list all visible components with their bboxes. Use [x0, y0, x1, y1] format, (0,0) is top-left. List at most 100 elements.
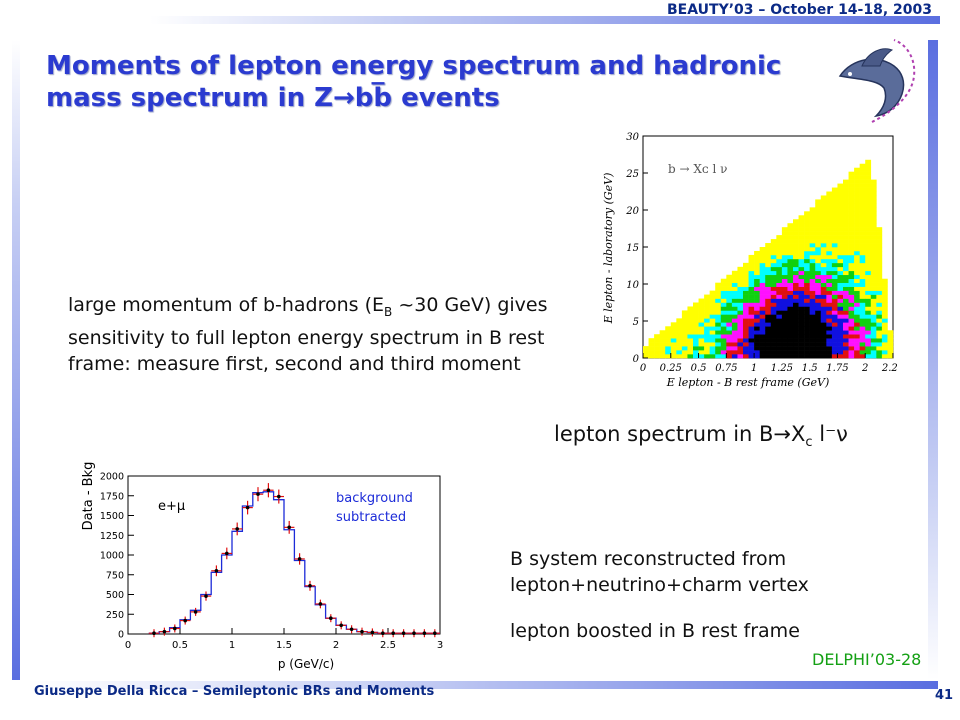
heatmap-cell	[787, 231, 794, 236]
heatmap-ytick-label: 0	[633, 354, 640, 365]
heatmap-cell	[876, 318, 883, 323]
heatmap-cell	[804, 262, 810, 268]
heatmap-cell	[837, 302, 844, 307]
heatmap-cell	[820, 326, 827, 331]
heatmap-cell	[748, 278, 755, 283]
heatmap-cell	[770, 322, 777, 327]
heatmap-cell	[659, 342, 666, 347]
heatmap-cell	[826, 298, 833, 303]
heatmap-cell	[793, 302, 799, 307]
heatmap-cell	[870, 274, 877, 280]
heatmap-cell	[870, 354, 877, 359]
heatmap-cell	[859, 310, 866, 315]
heatmap-cell	[776, 298, 783, 303]
heatmap-cell	[854, 334, 860, 339]
heatmap-cell	[831, 290, 838, 295]
annotation-line-2: subtracted	[336, 510, 406, 525]
heatmap-cell	[759, 330, 766, 335]
heatmap-cell	[820, 258, 827, 264]
heatmap-cell	[809, 278, 816, 283]
heatmap-cell	[865, 195, 872, 200]
heatmap-cell	[881, 330, 888, 335]
heatmap-cell	[726, 334, 733, 339]
heatmap-cell	[698, 350, 705, 355]
heatmap-cell	[681, 346, 688, 351]
heatmap-cell	[820, 219, 827, 224]
heatmap-cell	[859, 207, 866, 212]
histogram-xtick-label: 1	[229, 640, 235, 651]
heatmap-cell	[859, 326, 866, 331]
heatmap-cell	[643, 346, 649, 351]
heatmap-cell	[804, 318, 810, 323]
heatmap-cell	[687, 342, 694, 347]
heatmap-cell	[754, 274, 760, 280]
heatmap-cell	[826, 282, 833, 287]
heatmap-xtick-label: 0.75	[715, 363, 737, 374]
heatmap-cell	[854, 179, 860, 184]
heatmap-cell	[787, 274, 794, 280]
heatmap-cell	[843, 243, 849, 248]
heatmap-cell	[759, 310, 766, 315]
heatmap-cell	[820, 195, 827, 200]
heatmap-cell	[837, 235, 844, 240]
heatmap-cell	[854, 239, 860, 244]
heatmap-cell	[665, 346, 672, 351]
heatmap-xtick-label: 2.25	[881, 363, 898, 374]
heatmap-cell	[865, 302, 872, 307]
heatmap-cell	[876, 342, 883, 347]
heatmap-cell	[843, 330, 849, 335]
heatmap-cell	[787, 286, 794, 291]
heatmap-cell	[793, 306, 799, 311]
heatmap-cell	[854, 294, 860, 299]
heatmap-cell	[754, 310, 760, 315]
heatmap-cell	[859, 266, 866, 272]
heatmap-cell	[826, 326, 833, 331]
heatmap-cell	[815, 346, 822, 351]
heatmap-cell	[693, 322, 699, 327]
heatmap-cell	[831, 262, 838, 268]
heatmap-cell	[798, 227, 805, 232]
heatmap-cell	[704, 298, 710, 303]
heatmap-cell	[776, 346, 783, 351]
heatmap-cell	[731, 286, 738, 291]
heatmap-cell	[859, 183, 866, 188]
histogram-ytick-label: 1500	[100, 511, 124, 522]
heatmap-cell	[781, 286, 788, 291]
heatmap-cell	[815, 294, 822, 299]
heatmap-cell	[687, 334, 694, 339]
heatmap-cell	[809, 310, 816, 315]
histogram-ytick-label: 2000	[100, 472, 124, 483]
heatmap-cell	[831, 211, 838, 216]
heatmap-cell	[848, 223, 855, 228]
heatmap-cell	[831, 191, 838, 196]
heatmap-cell	[848, 211, 855, 216]
histogram-data-point	[429, 629, 440, 638]
heatmap-cell	[704, 338, 710, 343]
heatmap-cell	[843, 207, 849, 212]
heatmap-ytick-label: 5	[633, 317, 639, 328]
heatmap-cell	[715, 302, 722, 307]
heatmap-cell	[726, 342, 733, 347]
heatmap-cell	[726, 294, 733, 299]
heatmap-cell	[848, 235, 855, 240]
heatmap-cell	[737, 278, 744, 283]
heatmap-cell	[837, 278, 844, 283]
heatmap-cell	[843, 215, 849, 220]
heatmap-cell	[848, 199, 855, 204]
heatmap-cell	[815, 314, 822, 319]
heatmap-cell	[854, 266, 860, 272]
heatmap-cell	[837, 306, 844, 311]
heatmap-cell	[731, 294, 738, 299]
heatmap-cell	[770, 350, 777, 355]
heatmap-cell	[876, 334, 883, 339]
heatmap-cell	[870, 199, 877, 204]
heatmap-cell	[876, 258, 883, 264]
heatmap-cell	[726, 306, 733, 311]
heatmap-cell	[804, 350, 810, 355]
heatmap-cell	[748, 306, 755, 311]
heatmap-cell	[815, 350, 822, 355]
heatmap-cell	[809, 282, 816, 287]
heatmap-cell	[831, 219, 838, 224]
heatmap-cell	[776, 326, 783, 331]
heatmap-cell	[887, 354, 894, 359]
